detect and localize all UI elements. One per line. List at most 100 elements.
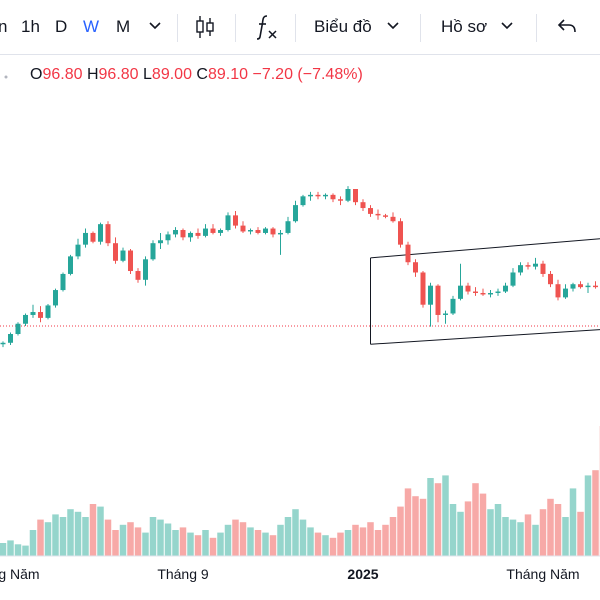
volume-bar [547, 498, 554, 556]
candle [323, 193, 328, 200]
volume-bar [14, 544, 22, 556]
volume-bar [67, 509, 74, 556]
candle [353, 189, 358, 206]
volume-bar [134, 527, 142, 556]
candle [578, 281, 583, 289]
chart-menu-chevron-icon[interactable] [386, 14, 400, 42]
candle-body [68, 256, 73, 274]
candle [23, 313, 28, 326]
candle-body [210, 228, 216, 233]
volume-bar [427, 478, 434, 556]
volume-bar [322, 535, 329, 556]
candle-body [248, 230, 253, 232]
volume-bar [509, 519, 517, 556]
volume-bar [179, 527, 187, 556]
timeframe-dropdown-chevron-icon[interactable] [148, 14, 162, 42]
toolbar-divider [420, 14, 421, 42]
candle-body [105, 224, 111, 244]
candle [113, 237, 118, 264]
undo-icon[interactable] [556, 15, 578, 43]
candle-body [450, 298, 456, 314]
candle-body [330, 194, 336, 200]
volume-bar [29, 530, 37, 556]
volume-bar [127, 522, 134, 556]
candle-body [443, 313, 448, 315]
candle [555, 279, 561, 301]
candle [195, 228, 201, 239]
legend-close-value: 89.10 [207, 66, 249, 83]
timeframe-d[interactable]: D [55, 17, 68, 36]
candle-body [113, 243, 118, 261]
candle-body [360, 202, 366, 209]
volume-bar [262, 532, 269, 556]
volume-bar [479, 493, 487, 556]
candle-body [135, 271, 141, 280]
candle-body [428, 285, 433, 305]
candle-body [308, 194, 313, 197]
timeframe-w[interactable]: W [83, 17, 100, 36]
candle-body [420, 272, 426, 305]
candle-body [120, 250, 126, 261]
candle-body [540, 263, 546, 274]
volume-bar [142, 532, 149, 556]
legend-open-label: O [30, 66, 43, 83]
candle [203, 224, 208, 238]
candle-body [593, 285, 598, 288]
volume-bar [97, 506, 104, 556]
candle [548, 271, 553, 288]
candle [495, 288, 501, 296]
timeframe-partial[interactable]: n [0, 17, 8, 36]
candle-body [533, 263, 538, 267]
candle-body [488, 292, 493, 295]
candle [45, 303, 51, 320]
candle [525, 262, 531, 270]
candle [375, 209, 381, 220]
candle-body [8, 334, 13, 343]
candle-body [405, 244, 411, 263]
candle [83, 228, 88, 248]
timeframe-1h[interactable]: 1h [21, 17, 40, 36]
toolbar-divider [536, 14, 537, 42]
volume-bar [577, 511, 584, 556]
candle [30, 304, 36, 318]
candle-body [375, 213, 381, 216]
candle-body [518, 265, 523, 273]
candle [473, 287, 478, 296]
candle [233, 210, 238, 229]
volume-bar [532, 524, 539, 556]
time-axis-label: 2025 [347, 566, 378, 582]
volume-bar [89, 504, 97, 556]
candle [105, 221, 111, 247]
candle-body [555, 284, 561, 298]
timeframe-m[interactable]: M [116, 17, 131, 36]
candle-body [510, 272, 516, 286]
candle [210, 224, 216, 235]
volume-bar [224, 524, 232, 556]
candle [278, 230, 283, 255]
profile-menu-button[interactable]: Hồ sơ [441, 17, 488, 36]
candle [293, 200, 298, 223]
candle [585, 282, 591, 293]
candle [345, 186, 351, 203]
candle [413, 259, 418, 277]
legend-handle-icon[interactable] [3, 66, 9, 88]
candle-body [570, 284, 576, 289]
profile-menu-chevron-icon[interactable] [500, 14, 514, 42]
candle [173, 227, 178, 238]
chart-menu-button[interactable]: Biểu đồ [314, 17, 372, 36]
candle-body [585, 285, 591, 288]
candle [510, 268, 516, 288]
fx-icon[interactable] [254, 13, 280, 47]
volume-bar [449, 504, 457, 556]
candles-icon[interactable] [194, 14, 216, 46]
candle [398, 218, 403, 248]
channel-lower-line[interactable] [370, 329, 600, 345]
volume-bar [22, 545, 29, 556]
candle-body [473, 291, 478, 293]
candle [443, 310, 448, 324]
candle [518, 262, 523, 276]
candle-body [578, 284, 583, 288]
candle-body [338, 199, 343, 201]
